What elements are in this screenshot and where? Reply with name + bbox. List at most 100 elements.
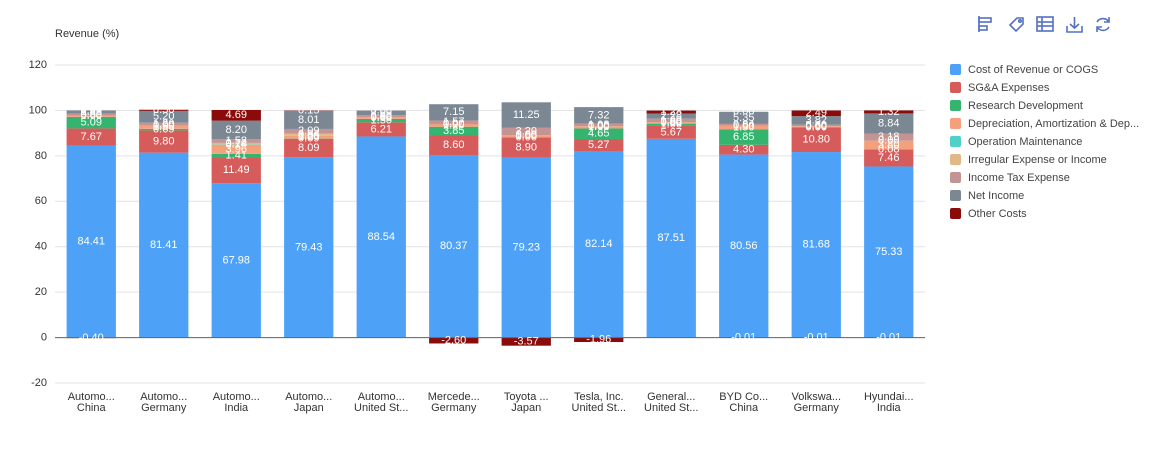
data-label: 1.57 — [443, 116, 464, 128]
bar-segment — [719, 125, 769, 130]
bar-segment — [284, 128, 334, 134]
x-tick-label: General... — [647, 391, 695, 403]
legend-label: Income Tax Expense — [968, 172, 1070, 184]
data-label: 0.00 — [733, 120, 754, 132]
bar-segment — [646, 122, 696, 124]
data-label: 8.09 — [298, 142, 319, 154]
data-label: 8.01 — [298, 114, 319, 126]
data-label: -0.01 — [731, 331, 756, 343]
bar-segment — [139, 110, 189, 123]
data-label: 0.00 — [516, 129, 537, 141]
data-label: 1.00 — [661, 119, 682, 131]
data-label: 0.00 — [371, 111, 392, 123]
bar-segment — [791, 116, 841, 125]
bar-segment — [719, 111, 769, 124]
bar-segment — [574, 126, 624, 129]
data-label: 0.00 — [153, 119, 174, 131]
x-tick-label: Hyundai... — [864, 391, 914, 403]
bar-segment — [574, 150, 624, 338]
data-label: 8.60 — [443, 139, 464, 151]
data-label: 5.09 — [81, 117, 102, 129]
bar-segment — [211, 153, 261, 158]
y-tick-label: 100 — [29, 104, 47, 116]
bar-segment — [211, 142, 261, 145]
bar-segment — [501, 157, 551, 338]
bar-segment — [864, 110, 914, 114]
legend-label: Net Income — [968, 190, 1024, 202]
data-label: 1.00 — [516, 130, 537, 142]
data-label: 79.43 — [295, 241, 323, 253]
x-tick-label: Toyota ... — [504, 391, 549, 403]
data-label: 0.00 — [661, 116, 682, 128]
y-tick-label: -20 — [31, 377, 47, 389]
x-tick-label: Tesla, Inc. — [574, 391, 624, 403]
x-tick-label: India — [224, 402, 249, 414]
data-label: 7.46 — [878, 152, 899, 164]
legend-swatch — [950, 64, 961, 75]
data-label: 1.20 — [443, 119, 464, 131]
data-label: 1.50 — [733, 121, 754, 133]
data-label: 0.08 — [878, 143, 899, 155]
data-label: 0.00 — [81, 104, 102, 116]
data-label: 1.28 — [661, 106, 682, 118]
data-label: 0.90 — [371, 110, 392, 122]
data-label: -0.01 — [804, 331, 829, 343]
data-label: 84.41 — [77, 236, 105, 248]
data-label: 1.58 — [226, 135, 247, 147]
x-tick-label: Volkswa... — [791, 391, 841, 403]
data-label: 80.56 — [730, 240, 758, 252]
bar-segment — [66, 128, 116, 146]
bar-segment — [646, 123, 696, 126]
data-label: 0.00 — [878, 135, 899, 147]
legend-label: Other Costs — [968, 208, 1027, 220]
bar-segment — [791, 126, 841, 128]
data-label: 1.43 — [81, 106, 102, 118]
toolbar[interactable] — [978, 16, 1110, 33]
data-label: 0.00 — [588, 120, 609, 132]
x-tick-label: Mercede... — [428, 391, 480, 403]
data-label: 5.35 — [733, 112, 754, 124]
labels: 84.417.675.090.600.00-0.400.801.430.0081… — [77, 104, 902, 347]
bar-segment — [791, 124, 841, 127]
bar-segment — [66, 115, 116, 117]
data-label: 6.85 — [733, 131, 754, 143]
data-label: -1.96 — [586, 334, 611, 346]
data-label: 0.80 — [81, 108, 102, 120]
data-label: 11.49 — [223, 164, 250, 176]
data-label: 0.00 — [81, 109, 102, 121]
bar-segment — [501, 102, 551, 128]
legend-swatch — [950, 118, 961, 129]
legend-swatch — [950, 100, 961, 111]
data-label: 5.20 — [153, 111, 174, 123]
bar-segment — [139, 128, 189, 131]
data-label: 88.54 — [367, 231, 395, 243]
bar-segment — [356, 117, 406, 119]
y-tick-label: 20 — [35, 286, 47, 298]
data-label: 80.37 — [440, 240, 468, 252]
bar-segment — [501, 127, 551, 136]
bar-segment — [574, 128, 624, 140]
data-label: 0.60 — [81, 110, 102, 122]
data-label: 4.69 — [226, 109, 247, 121]
y-tick-label: 80 — [35, 150, 47, 162]
data-label: 0.69 — [153, 124, 174, 136]
data-label: 0.00 — [661, 116, 682, 128]
x-tick-label: Automo... — [285, 391, 332, 403]
bar-segment — [719, 154, 769, 338]
data-label: 0.00 — [806, 121, 827, 133]
legend-label: Cost of Revenue or COGS — [968, 64, 1098, 76]
data-label: 81.41 — [150, 239, 178, 251]
x-tick-label: Automo... — [68, 391, 115, 403]
y-tick-label: 40 — [35, 241, 47, 253]
x-tick-label: Japan — [511, 402, 541, 414]
legend-label: Depreciation, Amortization & Dep... — [968, 118, 1139, 130]
data-label: 1.50 — [153, 121, 174, 133]
bar-segment — [864, 166, 914, 338]
bar-segment — [501, 337, 551, 346]
bar-segment — [864, 149, 914, 167]
data-label: 7.15 — [443, 106, 464, 118]
x-tick-label: Automo... — [358, 391, 405, 403]
legend-label: Irregular Expense or Income — [968, 154, 1107, 166]
data-label: 0.84 — [733, 119, 754, 131]
